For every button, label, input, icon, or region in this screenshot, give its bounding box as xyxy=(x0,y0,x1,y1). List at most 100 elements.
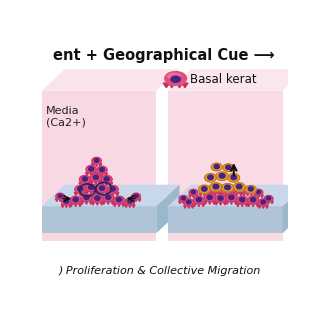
Ellipse shape xyxy=(224,188,228,192)
Polygon shape xyxy=(254,195,256,198)
Ellipse shape xyxy=(211,163,222,171)
Polygon shape xyxy=(230,201,233,204)
Polygon shape xyxy=(214,192,217,196)
Ellipse shape xyxy=(187,200,191,204)
Ellipse shape xyxy=(90,174,101,182)
Polygon shape xyxy=(100,173,103,177)
Ellipse shape xyxy=(110,187,116,191)
Ellipse shape xyxy=(221,186,231,194)
Polygon shape xyxy=(79,192,82,196)
Polygon shape xyxy=(258,205,261,208)
Polygon shape xyxy=(109,182,113,186)
Ellipse shape xyxy=(221,184,234,192)
Polygon shape xyxy=(96,202,99,205)
Ellipse shape xyxy=(86,165,96,173)
Ellipse shape xyxy=(237,196,248,204)
Polygon shape xyxy=(74,192,77,196)
Ellipse shape xyxy=(216,172,228,180)
Ellipse shape xyxy=(58,194,62,198)
Ellipse shape xyxy=(210,186,220,193)
Polygon shape xyxy=(184,205,187,208)
Polygon shape xyxy=(231,192,234,196)
Polygon shape xyxy=(122,203,125,207)
Polygon shape xyxy=(168,91,283,241)
Polygon shape xyxy=(61,204,64,208)
Polygon shape xyxy=(100,192,104,195)
Ellipse shape xyxy=(245,188,250,192)
Ellipse shape xyxy=(228,173,240,182)
Ellipse shape xyxy=(214,164,219,169)
Ellipse shape xyxy=(101,175,112,183)
Polygon shape xyxy=(94,191,97,194)
Polygon shape xyxy=(202,203,205,207)
Ellipse shape xyxy=(93,175,99,180)
Polygon shape xyxy=(262,205,265,208)
Polygon shape xyxy=(226,201,229,204)
Polygon shape xyxy=(105,192,108,195)
Ellipse shape xyxy=(202,187,207,191)
Ellipse shape xyxy=(194,196,204,204)
Ellipse shape xyxy=(232,186,242,193)
Polygon shape xyxy=(168,206,283,233)
Ellipse shape xyxy=(189,189,198,196)
Ellipse shape xyxy=(106,195,111,200)
Polygon shape xyxy=(83,192,86,196)
Ellipse shape xyxy=(229,195,234,200)
Polygon shape xyxy=(85,191,88,194)
Polygon shape xyxy=(247,203,251,207)
Polygon shape xyxy=(79,182,82,186)
Polygon shape xyxy=(42,69,180,91)
Ellipse shape xyxy=(204,194,215,202)
Ellipse shape xyxy=(95,196,100,200)
Polygon shape xyxy=(59,199,61,202)
Ellipse shape xyxy=(202,188,206,192)
Polygon shape xyxy=(189,195,191,198)
Polygon shape xyxy=(228,193,232,196)
Ellipse shape xyxy=(205,173,216,182)
Ellipse shape xyxy=(248,187,253,191)
Ellipse shape xyxy=(226,165,231,170)
Polygon shape xyxy=(266,205,268,208)
Polygon shape xyxy=(95,164,98,167)
Ellipse shape xyxy=(100,168,104,172)
Polygon shape xyxy=(239,192,242,196)
Polygon shape xyxy=(117,203,121,207)
Polygon shape xyxy=(94,172,97,176)
Polygon shape xyxy=(107,201,110,204)
Ellipse shape xyxy=(264,196,273,202)
Ellipse shape xyxy=(181,196,185,200)
Polygon shape xyxy=(163,83,169,88)
Polygon shape xyxy=(92,202,95,205)
Ellipse shape xyxy=(81,194,92,202)
Polygon shape xyxy=(257,195,260,198)
Polygon shape xyxy=(225,193,228,196)
Ellipse shape xyxy=(243,187,252,194)
Polygon shape xyxy=(55,199,58,202)
Ellipse shape xyxy=(70,196,81,204)
Polygon shape xyxy=(212,201,216,204)
Polygon shape xyxy=(223,202,227,205)
Ellipse shape xyxy=(125,198,134,205)
Ellipse shape xyxy=(198,185,210,194)
Polygon shape xyxy=(65,204,68,208)
Polygon shape xyxy=(243,193,245,196)
Polygon shape xyxy=(267,201,270,204)
Ellipse shape xyxy=(207,195,212,200)
Ellipse shape xyxy=(171,76,180,82)
Ellipse shape xyxy=(184,199,194,206)
Polygon shape xyxy=(99,181,102,184)
Text: Basal kerat: Basal kerat xyxy=(189,74,256,86)
Polygon shape xyxy=(107,192,110,196)
Ellipse shape xyxy=(108,186,118,193)
Polygon shape xyxy=(132,199,134,202)
Polygon shape xyxy=(74,203,77,207)
Ellipse shape xyxy=(251,197,256,202)
Ellipse shape xyxy=(114,196,124,204)
Ellipse shape xyxy=(80,175,90,183)
Polygon shape xyxy=(193,203,196,207)
Ellipse shape xyxy=(168,73,180,79)
Ellipse shape xyxy=(245,186,256,193)
Ellipse shape xyxy=(179,196,188,202)
Polygon shape xyxy=(62,199,65,202)
Polygon shape xyxy=(86,172,89,176)
